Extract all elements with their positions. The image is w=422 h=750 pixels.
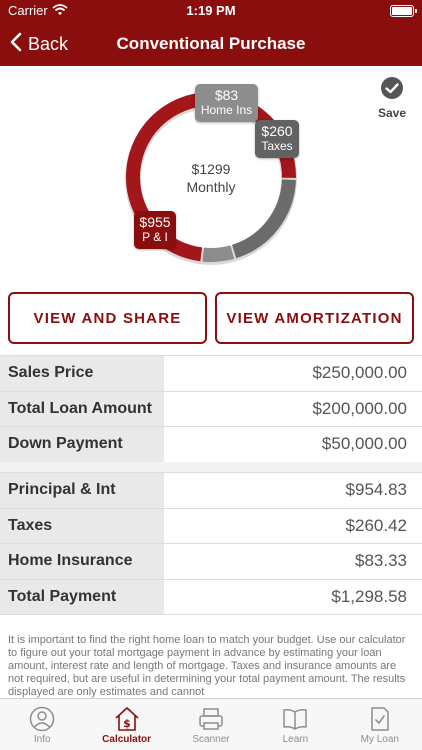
table-row: Down Payment $50,000.00	[0, 427, 422, 463]
row-value: $1,298.58	[331, 586, 407, 606]
row-value: $50,000.00	[321, 434, 407, 454]
tab-learn[interactable]: Learn	[253, 699, 337, 750]
row-label: Total Payment	[0, 579, 164, 614]
tab-info[interactable]: Info	[0, 699, 84, 750]
payment-breakdown-chart: $1299 Monthly $83 Home Ins $260 Taxes $9…	[0, 66, 422, 286]
monthly-total: $1299	[191, 161, 231, 177]
view-amortization-button[interactable]: VIEW AMORTIZATION	[215, 292, 414, 344]
view-and-share-button[interactable]: VIEW AND SHARE	[8, 292, 207, 344]
table-row: Principal & Int $954.83	[0, 473, 422, 509]
svg-text:$: $	[123, 717, 131, 730]
carrier-label: Carrier	[8, 3, 48, 18]
donut-segment-home-ins	[126, 92, 296, 262]
payment-details-table: Principal & Int $954.83 Taxes $260.42 Ho…	[0, 472, 422, 615]
row-label: Down Payment	[0, 427, 164, 462]
disclaimer-text: It is important to find the right home l…	[8, 634, 406, 698]
tab-scanner[interactable]: Scanner	[169, 699, 253, 750]
row-value: $250,000.00	[312, 363, 407, 383]
action-buttons: VIEW AND SHARE VIEW AMORTIZATION	[0, 292, 422, 346]
back-button[interactable]: Back	[10, 30, 68, 58]
table-row: Sales Price $250,000.00	[0, 356, 422, 392]
taxes-tag-amount: $260	[261, 123, 293, 139]
taxes-tag-label: Taxes	[261, 139, 293, 153]
tab-label: Scanner	[192, 734, 230, 745]
house-dollar-icon: $	[84, 706, 168, 732]
document-check-icon	[338, 706, 422, 732]
tab-bar: Info $ Calculator Scanner Learn My Loan	[0, 698, 422, 750]
principal-interest-tag-amount: $955	[139, 214, 171, 230]
row-value: $954.83	[345, 480, 407, 500]
book-icon	[253, 706, 337, 732]
wifi-icon	[52, 4, 68, 19]
home-insurance-tag: $83 Home Ins	[195, 84, 258, 122]
clock: 1:19 PM	[186, 3, 236, 18]
loan-details-table: Sales Price $250,000.00 Total Loan Amoun…	[0, 355, 422, 463]
status-bar: Carrier 1:19 PM	[0, 0, 422, 22]
chevron-left-icon	[10, 32, 22, 57]
tab-label: Info	[33, 734, 51, 745]
section-divider	[0, 462, 422, 472]
back-label: Back	[28, 33, 69, 54]
navigation-bar: Back Conventional Purchase	[0, 22, 422, 66]
row-label: Home Insurance	[0, 544, 164, 579]
taxes-tag: $260 Taxes	[255, 120, 299, 158]
checkmark-circle-icon	[380, 77, 404, 104]
row-label: Sales Price	[0, 356, 164, 391]
save-button[interactable]: Save	[374, 76, 410, 120]
principal-interest-tag: $955 P & I	[134, 211, 176, 249]
row-value: $200,000.00	[312, 398, 407, 418]
table-row: Total Loan Amount $200,000.00	[0, 391, 422, 427]
row-value: $260.42	[345, 515, 407, 535]
page-title: Conventional Purchase	[116, 34, 306, 53]
tab-label: My Loan	[360, 734, 399, 745]
tab-calculator[interactable]: $ Calculator	[84, 699, 168, 750]
table-row: Home Insurance $83.33	[0, 544, 422, 580]
row-value: $83.33	[355, 551, 407, 571]
table-row: Total Payment $1,298.58	[0, 579, 422, 615]
scanner-icon	[169, 706, 253, 732]
row-label: Taxes	[0, 508, 164, 543]
row-label: Total Loan Amount	[0, 391, 164, 426]
person-circle-icon	[0, 706, 84, 732]
row-label: Principal & Int	[0, 473, 164, 508]
tab-my-loan[interactable]: My Loan	[338, 699, 422, 750]
tab-label: Learn	[282, 734, 309, 745]
table-row: Taxes $260.42	[0, 508, 422, 544]
home-insurance-tag-amount: $83	[214, 87, 239, 103]
home-insurance-tag-label: Home Ins	[200, 103, 253, 117]
tab-label: Calculator	[102, 734, 152, 745]
battery-icon	[390, 5, 417, 17]
save-label: Save	[377, 106, 407, 120]
monthly-label: Monthly	[186, 179, 236, 195]
principal-interest-tag-label: P & I	[142, 230, 168, 244]
